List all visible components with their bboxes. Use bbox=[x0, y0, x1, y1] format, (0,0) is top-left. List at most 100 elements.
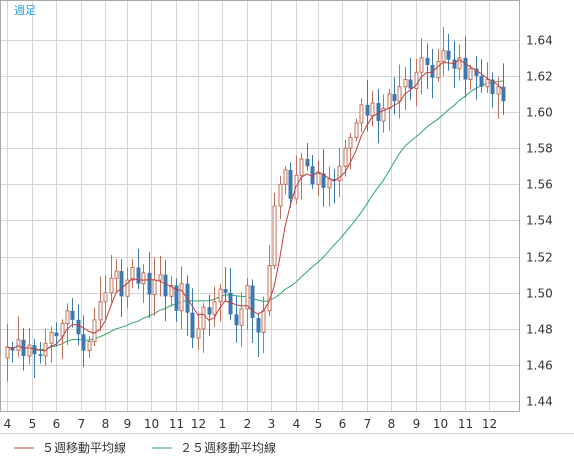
x-tick-label: 12 bbox=[191, 417, 206, 431]
y-tick-label: 1.44 bbox=[526, 395, 553, 409]
candle-body-up bbox=[278, 183, 283, 207]
candle-body-down bbox=[288, 169, 293, 199]
x-tick-label: 12 bbox=[482, 417, 497, 431]
candle-body-down bbox=[207, 307, 212, 315]
candle-body-down bbox=[501, 86, 506, 102]
y-tick-label: 1.52 bbox=[526, 251, 553, 265]
candles bbox=[5, 26, 506, 382]
candle-body-up bbox=[343, 147, 348, 167]
candle-body-up bbox=[381, 107, 386, 122]
candle-body-down bbox=[452, 59, 457, 69]
candle-body-down bbox=[174, 285, 179, 311]
x-tick-label: 10 bbox=[144, 417, 159, 431]
candle-body-down bbox=[474, 68, 479, 76]
legend-ma25-label: ２５週移動平均線 bbox=[180, 440, 276, 455]
x-tick-label: 7 bbox=[364, 417, 372, 431]
y-tick-label: 1.48 bbox=[526, 323, 553, 337]
x-tick-label: 5 bbox=[315, 417, 323, 431]
x-tick-label: 11 bbox=[458, 417, 473, 431]
x-tick-label: 3 bbox=[268, 417, 276, 431]
candle-body-up bbox=[179, 283, 184, 312]
y-tick-label: 1.54 bbox=[526, 214, 553, 228]
candle-body-up bbox=[397, 86, 402, 102]
y-tick-label: 1.58 bbox=[526, 142, 553, 156]
y-axis-labels: 1.44 1.46 1.48 1.50 1.52 1.54 1.56 1.58 1.60 1.62… bbox=[526, 34, 553, 409]
y-tick-label: 1.46 bbox=[526, 359, 553, 373]
candle-body-up bbox=[267, 265, 272, 312]
y-tick-label: 1.62 bbox=[526, 70, 553, 84]
candle-body-down bbox=[250, 285, 255, 319]
y-tick-label: 1.50 bbox=[526, 287, 553, 301]
candle-body-up bbox=[337, 165, 342, 182]
candle-body-up bbox=[92, 319, 97, 343]
candle-body-up bbox=[457, 57, 462, 70]
candle-body-up bbox=[49, 331, 54, 344]
x-tick-label: 4 bbox=[293, 417, 301, 431]
candle-body-down bbox=[365, 104, 370, 116]
candle-body-down bbox=[321, 173, 326, 188]
candle-body-down bbox=[463, 57, 468, 80]
candle-body-down bbox=[228, 292, 233, 315]
x-tick-label: 9 bbox=[124, 417, 132, 431]
candle-body-down bbox=[54, 332, 59, 337]
x-tick-label: 9 bbox=[413, 417, 421, 431]
plot-border bbox=[0, 0, 520, 412]
legend: ５週移動平均線 ２５週移動平均線 bbox=[14, 440, 276, 455]
candle-body-down bbox=[479, 75, 484, 87]
candle-body-up bbox=[414, 71, 419, 90]
x-tick-label: 10 bbox=[433, 417, 448, 431]
y-tick-label: 1.60 bbox=[526, 106, 553, 120]
candle-body-up bbox=[212, 301, 217, 315]
candle-body-up bbox=[496, 86, 501, 95]
candle-body-up bbox=[354, 122, 359, 138]
candle-body-up bbox=[359, 104, 364, 124]
candle-body-down bbox=[32, 345, 37, 355]
candle-body-down bbox=[490, 79, 495, 94]
x-tick-label: 2 bbox=[244, 417, 252, 431]
candle-body-down bbox=[190, 312, 195, 338]
candle-body-up bbox=[27, 344, 32, 357]
candle-body-up bbox=[169, 285, 174, 297]
candle-body-up bbox=[485, 79, 490, 88]
x-tick-label: 5 bbox=[29, 417, 37, 431]
candle-body-up bbox=[16, 339, 21, 352]
candle-body-down bbox=[234, 314, 239, 326]
candle-body-up bbox=[65, 310, 70, 324]
candle-body-down bbox=[147, 272, 152, 295]
x-tick-label: 7 bbox=[78, 417, 86, 431]
candle-body-down bbox=[446, 50, 451, 60]
legend-ma5-label: ５週移動平均線 bbox=[42, 440, 126, 455]
candle-body-up bbox=[196, 328, 201, 339]
candle-body-up bbox=[387, 93, 392, 109]
candle-body-down bbox=[136, 267, 141, 284]
ma5-line bbox=[6, 58, 504, 352]
candle-body-down bbox=[70, 310, 75, 320]
candle-body-up bbox=[158, 274, 163, 281]
candle-body-up bbox=[114, 270, 119, 279]
candle-body-up bbox=[348, 136, 353, 149]
y-tick-label: 1.56 bbox=[526, 178, 553, 192]
candle-body-up bbox=[103, 292, 108, 303]
candle-body-down bbox=[76, 319, 81, 335]
candle-body-down bbox=[256, 318, 261, 333]
candle-body-down bbox=[81, 334, 86, 351]
x-tick-label: 6 bbox=[339, 417, 347, 431]
x-tick-label: 1 bbox=[219, 417, 227, 431]
candle-body-up bbox=[294, 174, 299, 200]
candle-body-up bbox=[98, 301, 103, 321]
candle-body-up bbox=[130, 266, 135, 281]
x-tick-label: 6 bbox=[53, 417, 61, 431]
candle-body-up bbox=[441, 50, 446, 62]
x-tick-label: 4 bbox=[4, 417, 12, 431]
x-tick-label: 8 bbox=[102, 417, 110, 431]
candle-body-up bbox=[436, 60, 441, 79]
candle-body-up bbox=[245, 285, 250, 310]
candle-body-down bbox=[223, 289, 228, 293]
candle-body-down bbox=[38, 354, 43, 356]
x-axis-labels: 4 5 6 7 8 9 10 11 12 1 2 3 4 5 6 7 8 9 10 11 12 bbox=[4, 417, 497, 431]
candle-body-up bbox=[141, 272, 146, 285]
candle-body-down bbox=[376, 103, 381, 122]
candle-body-up bbox=[239, 308, 244, 326]
